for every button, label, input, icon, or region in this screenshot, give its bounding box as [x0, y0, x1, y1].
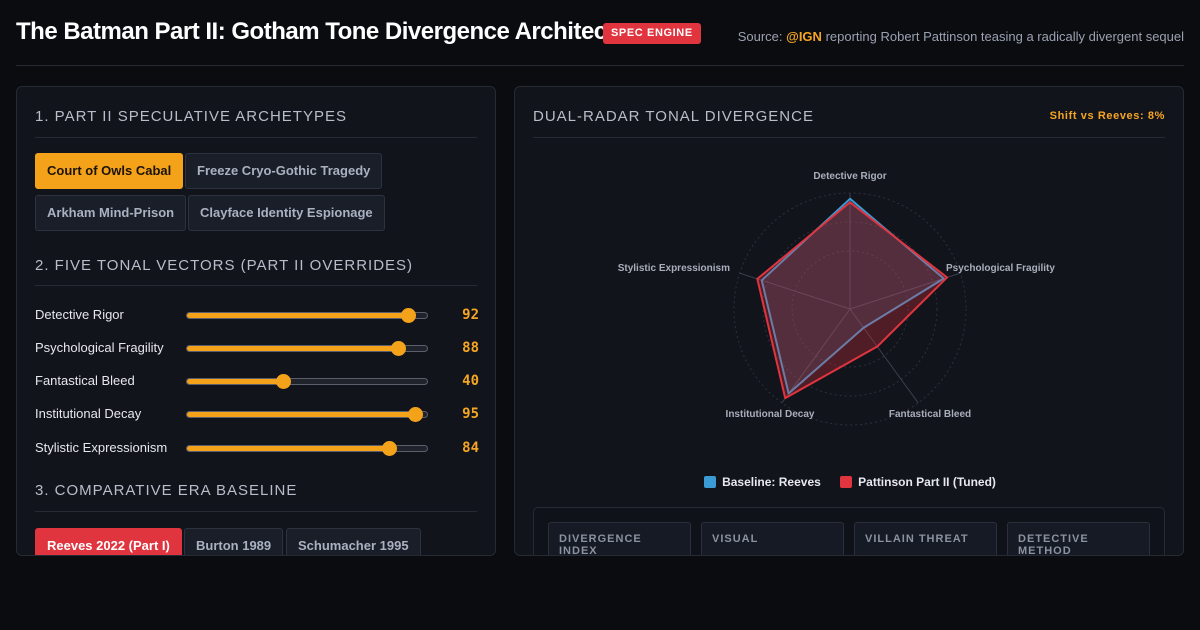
slider-handle[interactable]: [276, 374, 291, 389]
radar-axis-label: Psychological Fragility: [946, 263, 1055, 274]
radar-axis-line: [781, 308, 851, 404]
app-header: The Batman Part II: Gotham Tone Divergen…: [16, 0, 1184, 66]
vector-slider[interactable]: [186, 341, 428, 356]
slider-handle[interactable]: [408, 407, 423, 422]
metric-detective-method: DETECTIVE METHOD: [1007, 522, 1150, 555]
metrics-strip: DIVERGENCE INDEX VISUAL VILLAIN THREAT D…: [533, 507, 1165, 555]
era-reeves[interactable]: Reeves 2022 (Part I): [35, 528, 182, 555]
archetype-clayface[interactable]: Clayface Identity Espionage: [188, 195, 385, 231]
radar-legend: Baseline: Reeves Pattinson Part II (Tune…: [515, 475, 1183, 489]
vector-value: 95: [462, 406, 479, 422]
vector-slider[interactable]: [186, 441, 428, 456]
vector-slider[interactable]: [186, 308, 428, 323]
tuned-series: [756, 201, 949, 400]
era-schumacher[interactable]: Schumacher 1995: [286, 528, 421, 555]
radar-grid-ring: [791, 250, 909, 368]
source-line: Source: @IGN reporting Robert Pattinson …: [738, 29, 1184, 44]
era-section-title: 3. COMPARATIVE ERA BASELINE: [35, 482, 298, 499]
legend-tuned[interactable]: Pattinson Part II (Tuned): [840, 475, 996, 489]
divider: [533, 137, 1165, 138]
legend-baseline[interactable]: Baseline: Reeves: [704, 475, 821, 489]
slider-fill: [187, 313, 408, 318]
source-text: reporting Robert Pattinson teasing a rad…: [825, 29, 1184, 44]
slider-handle[interactable]: [400, 308, 416, 323]
metric-villain-threat: VILLAIN THREAT: [854, 522, 997, 555]
vector-row: Institutional Decay 95: [35, 404, 479, 424]
archetype-arkham[interactable]: Arkham Mind-Prison: [35, 195, 187, 231]
page-title: The Batman Part II: Gotham Tone Divergen…: [16, 18, 615, 45]
divider: [35, 137, 477, 138]
vector-row: Detective Rigor 92: [35, 305, 479, 325]
controls-panel: 1. PART II SPECULATIVE ARCHETYPES Court …: [16, 86, 496, 556]
vector-slider[interactable]: [186, 374, 428, 389]
baseline-series: [760, 197, 945, 395]
tuned-swatch: [840, 476, 853, 488]
vector-slider[interactable]: [186, 407, 428, 422]
slider-fill: [187, 346, 399, 351]
radar-title: DUAL-RADAR TONAL DIVERGENCE: [533, 108, 814, 125]
vector-value: 84: [462, 440, 479, 456]
source-handle-link[interactable]: @IGN: [786, 29, 822, 44]
slider-fill: [187, 446, 389, 451]
vector-value: 40: [462, 373, 479, 389]
metric-visual: VISUAL: [701, 522, 844, 555]
vector-row: Stylistic Expressionism 84: [35, 438, 479, 458]
radar-axis-label: Detective Rigor: [813, 171, 886, 182]
spec-engine-badge: SPEC ENGINE: [603, 23, 701, 44]
archetype-court-of-owls[interactable]: Court of Owls Cabal: [35, 153, 184, 189]
vector-label: Fantastical Bleed: [35, 373, 135, 388]
slider-handle[interactable]: [381, 441, 397, 456]
vector-row: Fantastical Bleed 40: [35, 371, 479, 391]
radar-axis-label: Institutional Decay: [726, 409, 815, 420]
slider-fill: [187, 412, 415, 417]
vector-value: 88: [462, 340, 479, 356]
radar-axis-label: Fantastical Bleed: [889, 409, 971, 420]
metric-divergence-index: DIVERGENCE INDEX: [548, 522, 691, 555]
vector-label: Psychological Fragility: [35, 340, 164, 355]
legend-baseline-label: Baseline: Reeves: [722, 475, 821, 489]
vector-label: Stylistic Expressionism: [35, 440, 168, 455]
source-prefix: Source:: [737, 29, 783, 44]
vector-row: Psychological Fragility 88: [35, 338, 479, 358]
vectors-section-title: 2. FIVE TONAL VECTORS (PART II OVERRIDES…: [35, 257, 414, 274]
vector-label: Detective Rigor: [35, 307, 124, 322]
radar-axis-line: [849, 308, 919, 404]
radar-grid-ring: [762, 221, 938, 397]
radar-panel: DUAL-RADAR TONAL DIVERGENCE Shift vs Ree…: [514, 86, 1184, 556]
vector-label: Institutional Decay: [35, 406, 142, 421]
archetype-freeze[interactable]: Freeze Cryo-Gothic Tragedy: [185, 153, 383, 189]
baseline-swatch: [704, 476, 717, 488]
archetypes-section-title: 1. PART II SPECULATIVE ARCHETYPES: [35, 108, 347, 125]
radar-chart: Detective Rigor Psychological Fragility Fa…: [618, 171, 1055, 426]
divider: [35, 285, 477, 286]
radar-axis-label: Stylistic Expressionism: [618, 263, 730, 274]
divider: [35, 511, 477, 512]
slider-handle[interactable]: [391, 341, 407, 356]
vector-value: 92: [462, 307, 479, 323]
legend-tuned-label: Pattinson Part II (Tuned): [858, 475, 996, 489]
era-burton[interactable]: Burton 1989: [184, 528, 284, 555]
shift-indicator: Shift vs Reeves: 8%: [1049, 110, 1165, 122]
slider-fill: [187, 379, 283, 384]
